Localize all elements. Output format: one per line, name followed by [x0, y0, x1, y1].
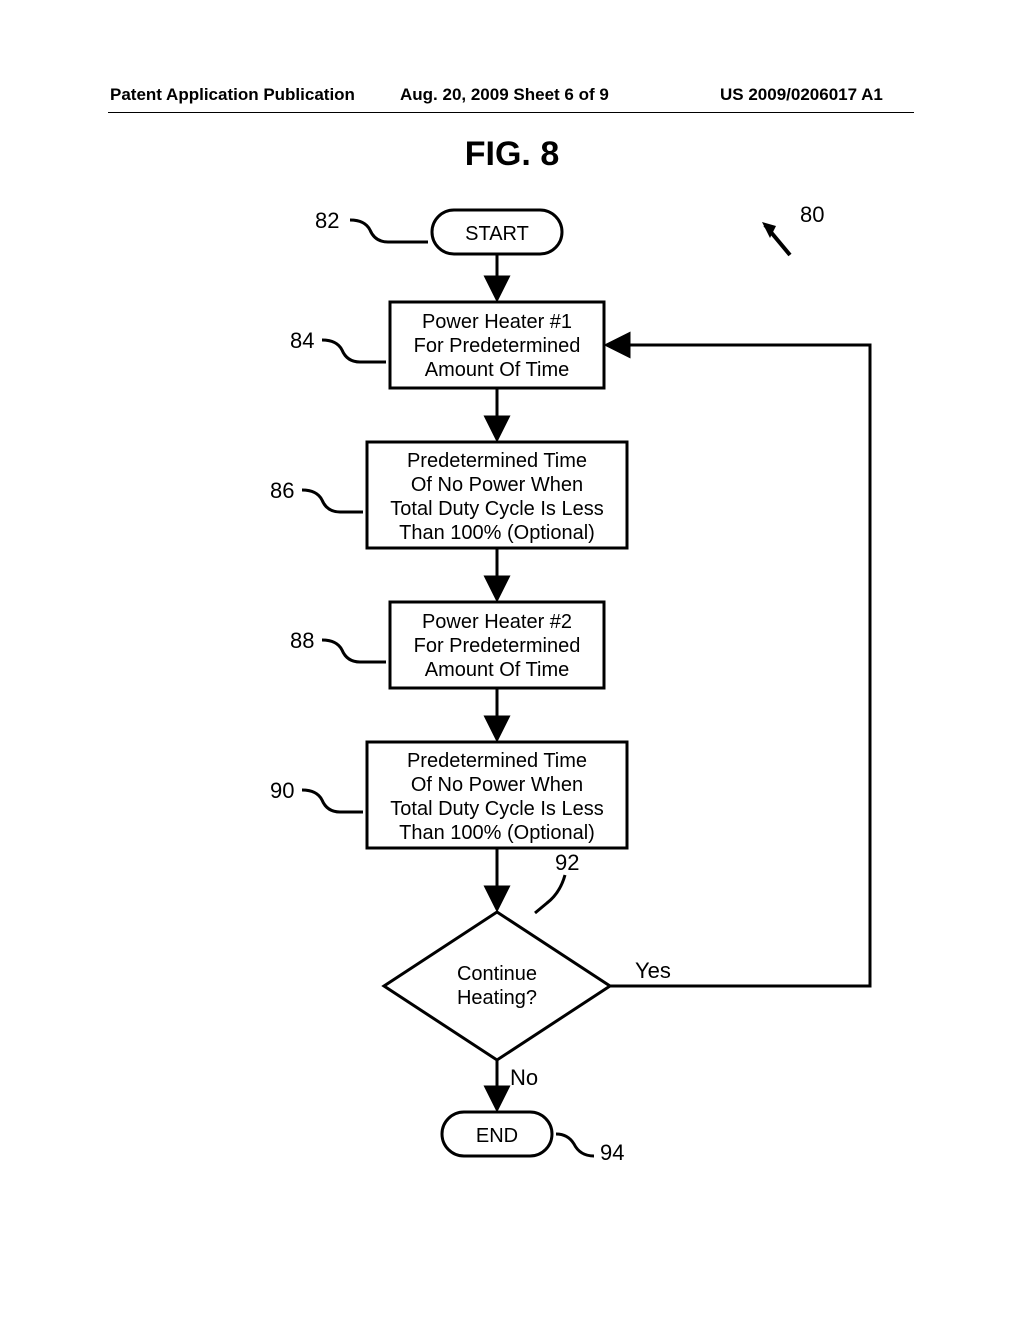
ref-hook-86 [302, 490, 363, 512]
edge-yes-loop [608, 345, 870, 986]
step4-l2: Of No Power When [411, 774, 583, 796]
step3-l3: Amount Of Time [425, 659, 570, 681]
ref-hook-82 [350, 220, 428, 242]
ref-94: 94 [600, 1140, 624, 1165]
step2-l3: Total Duty Cycle Is Less [390, 498, 603, 520]
ref-hook-84 [322, 340, 386, 362]
node-decision: Continue Heating? [384, 912, 610, 1060]
node-step1: Power Heater #1 For Predetermined Amount… [390, 302, 604, 388]
ref-hook-92 [535, 875, 565, 913]
ref-hook-88 [322, 640, 386, 662]
svg-text:80: 80 [800, 202, 824, 227]
ref-86: 86 [270, 478, 294, 503]
step3-l1: Power Heater #2 [422, 611, 572, 633]
step2-l2: Of No Power When [411, 474, 583, 496]
start-label: START [465, 223, 529, 245]
end-label: END [476, 1125, 518, 1147]
ref-92: 92 [555, 850, 579, 875]
node-step2: Predetermined Time Of No Power When Tota… [367, 442, 627, 548]
ref-84: 84 [290, 328, 314, 353]
decision-l2: Heating? [457, 987, 537, 1009]
step4-l4: Than 100% (Optional) [399, 822, 595, 844]
decision-l1: Continue [457, 963, 537, 985]
step4-l1: Predetermined Time [407, 750, 587, 772]
ref-80: 80 [762, 202, 824, 255]
node-end: END [442, 1112, 552, 1156]
step4-l3: Total Duty Cycle Is Less [390, 798, 603, 820]
ref-88: 88 [290, 628, 314, 653]
step2-l4: Than 100% (Optional) [399, 522, 595, 544]
node-start: START [432, 210, 562, 254]
flowchart-svg: START 82 80 Power Heater #1 For Predeter… [0, 0, 1024, 1320]
step1-l2: For Predetermined [414, 335, 581, 357]
node-step3: Power Heater #2 For Predetermined Amount… [390, 602, 604, 688]
step3-l2: For Predetermined [414, 635, 581, 657]
ref-hook-90 [302, 790, 363, 812]
step1-l1: Power Heater #1 [422, 311, 572, 333]
ref-82: 82 [315, 208, 339, 233]
ref-hook-94 [556, 1134, 594, 1156]
step1-l3: Amount Of Time [425, 359, 570, 381]
node-step4: Predetermined Time Of No Power When Tota… [367, 742, 627, 848]
ref-90: 90 [270, 778, 294, 803]
decision-yes-label: Yes [635, 958, 671, 983]
step2-l1: Predetermined Time [407, 450, 587, 472]
decision-no-label: No [510, 1065, 538, 1090]
